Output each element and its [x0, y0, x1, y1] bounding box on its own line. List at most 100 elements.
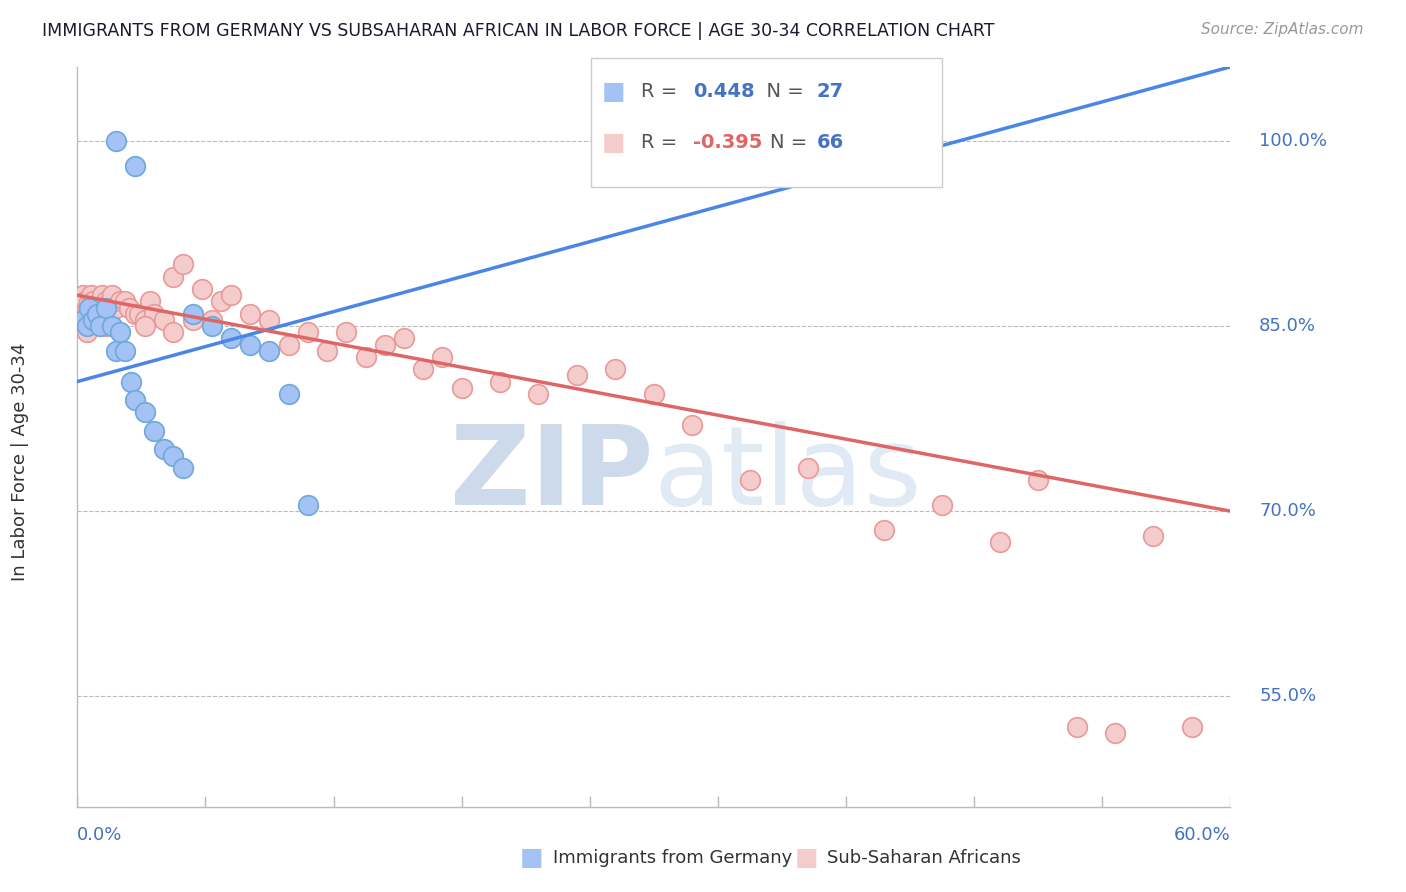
- Point: [124, 159, 146, 173]
- Point: [76, 301, 98, 315]
- Text: 0.448: 0.448: [693, 82, 755, 102]
- Point: [108, 294, 131, 309]
- Point: [172, 257, 194, 271]
- Point: [738, 473, 761, 487]
- Point: [120, 375, 142, 389]
- Point: [297, 325, 319, 339]
- Text: IMMIGRANTS FROM GERMANY VS SUBSAHARAN AFRICAN IN LABOR FORCE | AGE 30-34 CORRELA: IMMIGRANTS FROM GERMANY VS SUBSAHARAN AF…: [42, 22, 994, 40]
- Point: [259, 313, 281, 327]
- Point: [450, 381, 472, 395]
- Point: [201, 313, 224, 327]
- Point: [191, 282, 214, 296]
- Point: [1104, 726, 1126, 740]
- Text: 100.0%: 100.0%: [1260, 132, 1327, 150]
- Point: [139, 294, 162, 309]
- Text: 55.0%: 55.0%: [1260, 687, 1316, 706]
- Point: [128, 307, 150, 321]
- Point: [181, 313, 204, 327]
- Point: [96, 294, 117, 309]
- Point: [72, 288, 94, 302]
- Text: ■: ■: [794, 847, 818, 870]
- Point: [201, 318, 224, 333]
- Point: [76, 325, 98, 339]
- Point: [162, 449, 184, 463]
- Point: [152, 313, 174, 327]
- Point: [219, 331, 242, 345]
- Point: [82, 313, 104, 327]
- Point: [101, 318, 124, 333]
- Point: [211, 294, 233, 309]
- Point: [80, 288, 103, 302]
- Point: [77, 301, 100, 315]
- Point: [96, 318, 117, 333]
- Text: Immigrants from Germany: Immigrants from Germany: [553, 849, 792, 867]
- Point: [162, 325, 184, 339]
- Point: [681, 417, 703, 432]
- Point: [172, 461, 194, 475]
- Point: [988, 535, 1011, 549]
- Point: [796, 461, 818, 475]
- Text: 70.0%: 70.0%: [1260, 502, 1316, 520]
- Point: [316, 343, 339, 358]
- Point: [82, 294, 104, 309]
- Point: [527, 387, 550, 401]
- Point: [83, 301, 105, 315]
- Point: [114, 343, 136, 358]
- Point: [239, 337, 262, 351]
- Text: R =: R =: [641, 133, 683, 153]
- Point: [873, 523, 896, 537]
- Point: [98, 294, 121, 309]
- Point: [162, 269, 184, 284]
- Point: [1066, 720, 1088, 734]
- Point: [108, 325, 131, 339]
- Point: [73, 294, 96, 309]
- Text: ■: ■: [602, 131, 626, 154]
- Point: [489, 375, 512, 389]
- Point: [335, 325, 357, 339]
- Point: [1181, 720, 1204, 734]
- Text: 66: 66: [817, 133, 844, 153]
- Point: [1026, 473, 1049, 487]
- Point: [134, 405, 156, 419]
- Text: 0.0%: 0.0%: [77, 826, 122, 844]
- Point: [118, 301, 141, 315]
- Point: [96, 301, 117, 315]
- Point: [134, 313, 156, 327]
- Text: -0.395: -0.395: [693, 133, 762, 153]
- Point: [104, 134, 127, 148]
- Point: [219, 288, 242, 302]
- Point: [114, 294, 136, 309]
- Point: [104, 343, 127, 358]
- Point: [374, 337, 396, 351]
- Point: [89, 318, 111, 333]
- Text: N =: N =: [770, 133, 814, 153]
- Point: [101, 288, 124, 302]
- Text: R =: R =: [641, 82, 683, 102]
- Point: [134, 318, 156, 333]
- Point: [143, 424, 166, 438]
- Text: N =: N =: [754, 82, 810, 102]
- Text: ZIP: ZIP: [450, 421, 654, 527]
- Point: [143, 307, 166, 321]
- Text: 60.0%: 60.0%: [1174, 826, 1230, 844]
- Text: Source: ZipAtlas.com: Source: ZipAtlas.com: [1201, 22, 1364, 37]
- Text: ■: ■: [602, 80, 626, 103]
- Text: In Labor Force | Age 30-34: In Labor Force | Age 30-34: [11, 343, 30, 581]
- Point: [931, 498, 953, 512]
- Point: [76, 318, 98, 333]
- Point: [277, 387, 299, 401]
- Point: [89, 294, 111, 309]
- Point: [1142, 529, 1164, 543]
- Point: [87, 301, 110, 315]
- Point: [72, 313, 94, 327]
- Point: [86, 307, 108, 321]
- Point: [104, 301, 127, 315]
- Point: [70, 307, 93, 321]
- Point: [124, 307, 146, 321]
- Point: [124, 392, 146, 407]
- Point: [86, 307, 108, 321]
- Point: [93, 307, 115, 321]
- Point: [77, 294, 100, 309]
- Point: [412, 362, 434, 376]
- Text: 85.0%: 85.0%: [1260, 317, 1316, 335]
